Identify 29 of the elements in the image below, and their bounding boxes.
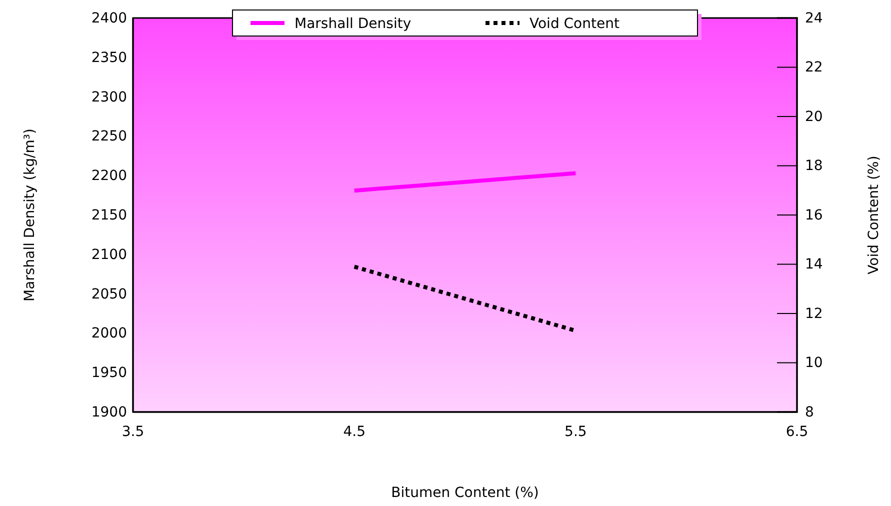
y2-tick-label: 22	[805, 60, 823, 76]
legend-label: Marshall Density	[294, 16, 412, 32]
y2-tick-label: 18	[805, 158, 823, 174]
x-tick-label: 5.5	[564, 424, 587, 440]
y2-tick-label: 16	[805, 207, 823, 224]
y-tick-label: 2100	[91, 246, 127, 263]
y-tick-label: 1950	[91, 365, 127, 382]
y2-tick-label: 10	[805, 355, 823, 372]
x-tick-label: 6.5	[786, 424, 808, 440]
y2-tick-label: 8	[805, 404, 814, 420]
y2-tick-label: 20	[805, 108, 823, 125]
y-tick-label: 2050	[91, 286, 127, 302]
y-tick-label: 2250	[91, 128, 127, 145]
y2-axis-title: Void Content (%)	[866, 156, 882, 274]
y-tick-label: 2350	[91, 50, 127, 66]
y-axis-title: Marshall Density (kg/m³)	[22, 128, 38, 302]
y-tick-label: 2150	[91, 207, 127, 224]
y-tick-label: 2200	[91, 168, 127, 184]
y-tick-label: 2000	[91, 326, 127, 342]
legend-label: Void Content	[530, 16, 620, 32]
y2-tick-label: 12	[805, 306, 823, 322]
y-tick-label: 1900	[91, 404, 127, 420]
y2-tick-label: 24	[805, 10, 823, 26]
x-tick-label: 4.5	[343, 424, 366, 440]
y2-tick-label: 14	[805, 256, 823, 273]
y-tick-label: 2300	[91, 89, 127, 106]
y-tick-label: 2400	[91, 10, 127, 26]
x-tick-label: 3.5	[122, 424, 144, 440]
x-axis-title: Bitumen Content (%)	[391, 485, 539, 501]
